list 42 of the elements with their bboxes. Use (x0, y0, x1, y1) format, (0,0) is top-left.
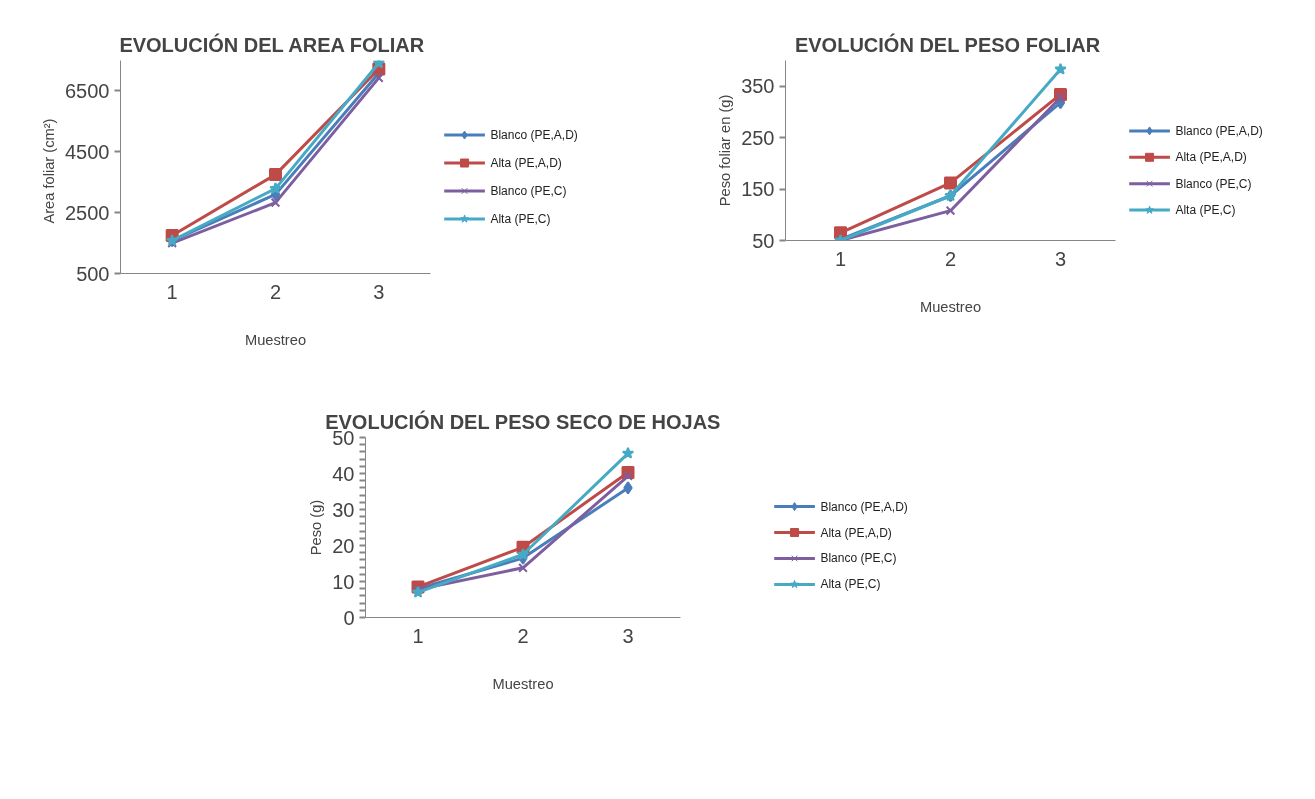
y-tick-label: 20 (332, 534, 355, 557)
y-tick-label: 500 (76, 262, 110, 285)
chart-title: EVOLUCIÓN DEL AREA FOLIAR (119, 32, 425, 56)
x-tick-label: 2 (517, 624, 529, 647)
x-tick-label: 1 (412, 624, 424, 647)
y-tick-label: 0 (343, 606, 355, 629)
x-axis-title: Muestreo (919, 298, 982, 315)
y-tick-label: 350 (741, 75, 775, 98)
y-tick-label: 50 (752, 229, 775, 252)
x-tick-label: 2 (944, 247, 957, 270)
y-axis-title: Peso foliar en (g) (717, 94, 734, 207)
legend-label: Blanco (PE,C) (1175, 176, 1252, 191)
x-tick-label: 1 (166, 280, 178, 303)
x-tick-label: 3 (1054, 247, 1067, 270)
x-tick-label: 1 (834, 247, 847, 270)
x-axis-title: Muestreo (492, 675, 554, 692)
y-tick-label: 150 (741, 178, 775, 201)
x-tick-label: 2 (269, 280, 282, 303)
x-tick-label: 3 (373, 280, 385, 303)
y-tick-label: 10 (332, 570, 355, 593)
legend-label: Blanco (PE,C) (490, 183, 567, 198)
y-axis-title: Area foliar (cm²) (41, 118, 58, 224)
legend-label: Alta (PE,C) (820, 577, 881, 592)
x-tick-label: 3 (622, 624, 634, 647)
y-tick-label: 40 (332, 462, 355, 485)
legend-label: Blanco (PE,A,D) (820, 499, 908, 514)
legend-label: Blanco (PE,A,D) (490, 128, 578, 143)
chart-title: EVOLUCIÓN DEL PESO FOLIAR (794, 32, 1101, 56)
legend-label: Alta (PE,A,D) (1175, 150, 1247, 165)
y-tick-label: 6500 (65, 79, 110, 102)
y-tick-label: 2500 (65, 201, 110, 224)
y-axis-title: Peso (g) (308, 499, 325, 556)
legend-label: Alta (PE,C) (1175, 203, 1236, 218)
legend-label: Blanco (PE,C) (820, 551, 897, 566)
legend-label: Alta (PE,A,D) (820, 525, 892, 540)
y-tick-label: 250 (741, 126, 775, 149)
x-axis-title: Muestreo (244, 331, 307, 348)
legend-label: Alta (PE,A,D) (490, 156, 562, 171)
y-tick-label: 30 (332, 498, 355, 521)
legend-label: Blanco (PE,A,D) (1175, 123, 1263, 138)
y-tick-label: 4500 (65, 140, 110, 163)
legend-label: Alta (PE,C) (490, 211, 551, 226)
